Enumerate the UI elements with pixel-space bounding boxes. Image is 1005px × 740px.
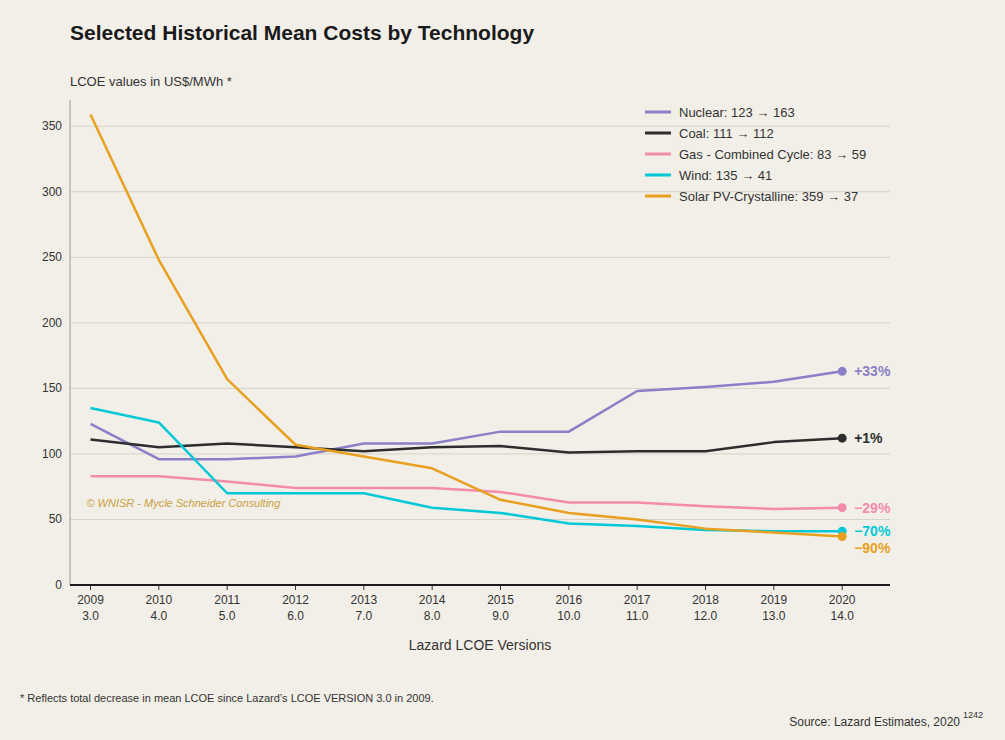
background <box>0 0 1005 740</box>
grid-line <box>70 257 890 258</box>
legend-swatch <box>645 153 671 156</box>
title: Selected Historical Mean Costs by Techno… <box>70 21 534 44</box>
version-label: 13.0 <box>762 609 786 623</box>
grid-line <box>70 388 890 389</box>
legend-label: Coal: 111 → 112 <box>679 126 774 141</box>
version-label: 12.0 <box>694 609 718 623</box>
plot-area <box>91 114 847 541</box>
version-label: 11.0 <box>626 609 649 623</box>
legend-label: Wind: 135 → 41 <box>679 168 772 183</box>
y-tick-label: 350 <box>42 119 62 133</box>
x-tick <box>842 585 843 590</box>
version-label: 5.0 <box>219 609 236 623</box>
y-tick-label: 300 <box>42 185 62 199</box>
version-label: 4.0 <box>150 609 167 623</box>
grid-line <box>70 453 890 454</box>
x-tick-label: 2016 <box>555 593 582 607</box>
x-axis-label: Lazard LCOE Versions <box>409 637 551 653</box>
version-label: 10.0 <box>557 609 581 623</box>
series-line <box>91 114 843 536</box>
x-tick-label: 2019 <box>760 593 787 607</box>
x-tick <box>227 585 228 590</box>
x-tick <box>705 585 706 590</box>
version-label: 3.0 <box>82 609 99 623</box>
series-line <box>91 476 843 509</box>
x-tick-label: 2015 <box>487 593 514 607</box>
watermark: © WNISR - Mycle Schneider Consulting <box>86 497 281 509</box>
end-dot <box>838 532 847 541</box>
end-annotation: +1% <box>854 430 883 446</box>
x-tick <box>432 585 433 590</box>
x-tick-label: 2014 <box>419 593 446 607</box>
x-tick <box>158 585 159 590</box>
legend-label: Gas - Combined Cycle: 83 → 59 <box>679 147 866 162</box>
y-tick-label: 50 <box>49 512 63 526</box>
series-line <box>91 371 843 459</box>
grid-line <box>70 519 890 520</box>
footnote: * Reflects total decrease in mean LCOE s… <box>20 692 434 704</box>
x-tick-label: 2010 <box>145 593 172 607</box>
series-line <box>91 438 843 452</box>
version-label: 8.0 <box>424 609 441 623</box>
x-tick <box>363 585 364 590</box>
legend-swatch <box>645 174 671 177</box>
legend-swatch <box>645 111 671 114</box>
series-line <box>91 408 843 531</box>
version-label: 9.0 <box>492 609 509 623</box>
y-axis-label: LCOE values in US$/MWh * <box>70 74 232 89</box>
x-tick <box>568 585 569 590</box>
y-tick-label: 150 <box>42 381 62 395</box>
x-tick <box>500 585 501 590</box>
x-tick <box>295 585 296 590</box>
legend: Nuclear: 123 → 163 Coal: 111 → 112 Gas - C… <box>645 105 866 204</box>
x-tick-label: 2011 <box>214 593 240 607</box>
legend-swatch <box>645 195 671 198</box>
x-tick-label: 2020 <box>829 593 856 607</box>
x-tick <box>773 585 774 590</box>
x-tick-label: 2009 <box>77 593 104 607</box>
chart: 0 50 100 150 200 250 300 350 2009 3.0 2010 4.0 2011 5… <box>0 0 1005 740</box>
end-dot <box>838 367 847 376</box>
end-annotation: −29% <box>854 500 891 516</box>
grid <box>70 126 890 585</box>
legend-label: Nuclear: 123 → 163 <box>679 105 795 120</box>
version-label: 7.0 <box>355 609 372 623</box>
source-note: 1242 <box>963 710 983 720</box>
end-dot <box>838 434 847 443</box>
y-tick-label: 200 <box>42 316 62 330</box>
version-label: 14.0 <box>830 609 854 623</box>
version-label: 6.0 <box>287 609 304 623</box>
x-tick-label: 2017 <box>624 593 651 607</box>
end-annotation: −90% <box>854 540 891 556</box>
x-tick <box>637 585 638 590</box>
y-tick-label: 100 <box>42 447 62 461</box>
legend-swatch <box>645 132 671 135</box>
legend-label: Solar PV-Crystalline: 359 → 37 <box>679 189 858 204</box>
y-tick-label: 0 <box>55 578 62 592</box>
y-axis-line <box>70 100 71 585</box>
x-tick-label: 2012 <box>282 593 309 607</box>
end-annotation: −70% <box>854 523 891 539</box>
x-tick <box>90 585 91 590</box>
x-tick-label: 2013 <box>350 593 377 607</box>
y-tick-label: 250 <box>42 250 62 264</box>
end-annotation: +33% <box>854 363 891 379</box>
x-axis-line <box>70 584 890 586</box>
grid-line <box>70 322 890 323</box>
source: Source: Lazard Estimates, 2020 <box>789 715 960 729</box>
end-dot <box>838 503 847 512</box>
x-tick-label: 2018 <box>692 593 719 607</box>
grid-line <box>70 585 890 586</box>
